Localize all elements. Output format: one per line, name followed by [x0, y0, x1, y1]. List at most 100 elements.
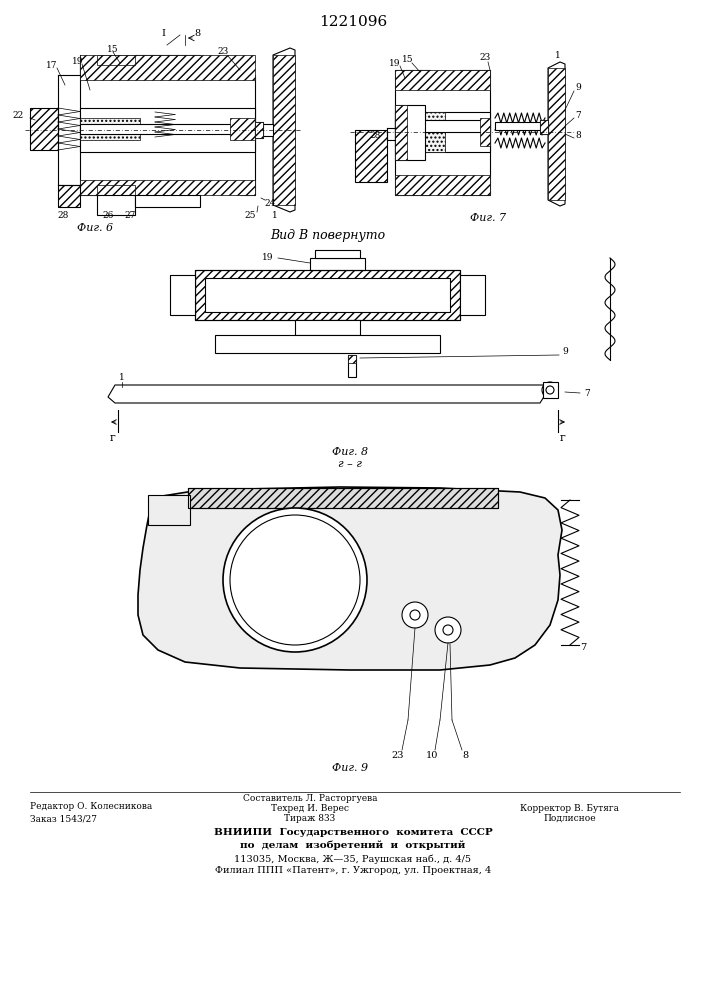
Text: 8: 8: [462, 750, 468, 760]
Bar: [205, 278, 450, 312]
Bar: [97, 55, 135, 65]
Text: 25: 25: [244, 211, 256, 220]
Bar: [97, 185, 135, 195]
Bar: [395, 120, 490, 132]
Text: 15: 15: [107, 45, 119, 54]
Circle shape: [230, 515, 360, 645]
Circle shape: [546, 386, 554, 394]
Text: 1: 1: [119, 373, 125, 382]
Bar: [395, 70, 490, 90]
Text: 24: 24: [264, 198, 276, 208]
Bar: [480, 118, 490, 146]
Text: 22: 22: [13, 110, 23, 119]
Bar: [215, 335, 440, 353]
Bar: [80, 108, 255, 152]
Text: 9: 9: [575, 84, 581, 93]
Text: 113035, Москва, Ж—35, Раушская наб., д. 4/5: 113035, Москва, Ж—35, Раушская наб., д. …: [235, 854, 472, 863]
Bar: [195, 270, 460, 320]
Circle shape: [410, 610, 420, 620]
Bar: [58, 185, 80, 207]
Bar: [255, 124, 273, 136]
Bar: [460, 275, 485, 315]
Text: ВНИИПИ  Государственного  комитета  СССР: ВНИИПИ Государственного комитета СССР: [214, 828, 492, 837]
Text: 7: 7: [584, 388, 590, 397]
Circle shape: [443, 625, 453, 635]
Polygon shape: [80, 55, 255, 195]
Bar: [495, 122, 548, 130]
Bar: [135, 195, 200, 201]
Circle shape: [402, 602, 428, 628]
Circle shape: [223, 508, 367, 652]
Text: Заказ 1543/27: Заказ 1543/27: [30, 814, 97, 823]
Bar: [97, 195, 135, 205]
Bar: [548, 68, 565, 200]
Circle shape: [435, 617, 461, 643]
Text: 8: 8: [194, 28, 200, 37]
Text: Подлисное: Подлисное: [544, 814, 596, 823]
Bar: [395, 105, 425, 160]
Text: 19: 19: [262, 252, 274, 261]
Text: Фиг. 8: Фиг. 8: [332, 447, 368, 457]
Text: 23: 23: [392, 750, 404, 760]
Bar: [310, 258, 365, 270]
Text: 7: 7: [580, 644, 586, 652]
Bar: [395, 175, 490, 195]
Bar: [315, 250, 360, 258]
Text: 1: 1: [555, 50, 561, 60]
Bar: [170, 275, 195, 315]
Text: Составитель Л. Расторгуева: Составитель Л. Расторгуева: [243, 794, 378, 803]
Bar: [188, 488, 498, 508]
Text: I: I: [161, 28, 165, 37]
Text: 1: 1: [272, 212, 278, 221]
Bar: [395, 112, 445, 152]
Bar: [540, 120, 548, 134]
Bar: [170, 275, 195, 315]
Text: 9: 9: [562, 348, 568, 357]
Bar: [295, 320, 360, 335]
Bar: [230, 118, 255, 140]
Text: 28: 28: [369, 130, 380, 139]
Polygon shape: [138, 487, 562, 670]
Bar: [255, 122, 263, 138]
Text: 26: 26: [103, 211, 114, 220]
Bar: [355, 130, 387, 182]
Text: 28: 28: [57, 211, 69, 220]
Bar: [460, 275, 485, 315]
Text: 7: 7: [575, 110, 581, 119]
Bar: [30, 108, 58, 150]
Bar: [543, 382, 558, 398]
Text: Вид В повернуто: Вид В повернуто: [270, 229, 385, 241]
Polygon shape: [548, 62, 565, 206]
Text: г: г: [560, 433, 566, 443]
Text: 1221096: 1221096: [319, 15, 387, 29]
Bar: [295, 320, 360, 328]
Bar: [348, 355, 356, 377]
Bar: [97, 195, 135, 215]
Text: Фиг. 9: Фиг. 9: [332, 763, 368, 773]
Polygon shape: [273, 48, 295, 212]
Text: 8: 8: [575, 130, 581, 139]
Text: 23: 23: [479, 53, 491, 62]
Text: Филиал ППП «Патент», г. Ужгород, ул. Проектная, 4: Филиал ППП «Патент», г. Ужгород, ул. Про…: [215, 866, 491, 875]
Text: по  делам  изобретений  и  открытий: по делам изобретений и открытий: [240, 841, 466, 850]
Text: Техред И. Верес: Техред И. Верес: [271, 804, 349, 813]
Bar: [395, 105, 407, 160]
Bar: [348, 355, 356, 363]
Bar: [80, 180, 255, 195]
Text: 19: 19: [72, 56, 83, 66]
Bar: [188, 488, 498, 508]
Bar: [195, 270, 460, 320]
Circle shape: [542, 382, 558, 398]
Text: 19: 19: [390, 58, 401, 68]
Text: г: г: [110, 433, 116, 443]
Polygon shape: [395, 70, 490, 195]
Text: Фиг. 7: Фиг. 7: [470, 213, 506, 223]
Text: Корректор В. Бутяга: Корректор В. Бутяга: [520, 804, 619, 813]
Text: 17: 17: [46, 60, 58, 70]
Text: 15: 15: [402, 55, 414, 64]
Text: 10: 10: [426, 750, 438, 760]
Bar: [273, 55, 295, 205]
Bar: [540, 120, 548, 134]
Text: г – г: г – г: [338, 459, 362, 469]
Bar: [148, 495, 190, 525]
